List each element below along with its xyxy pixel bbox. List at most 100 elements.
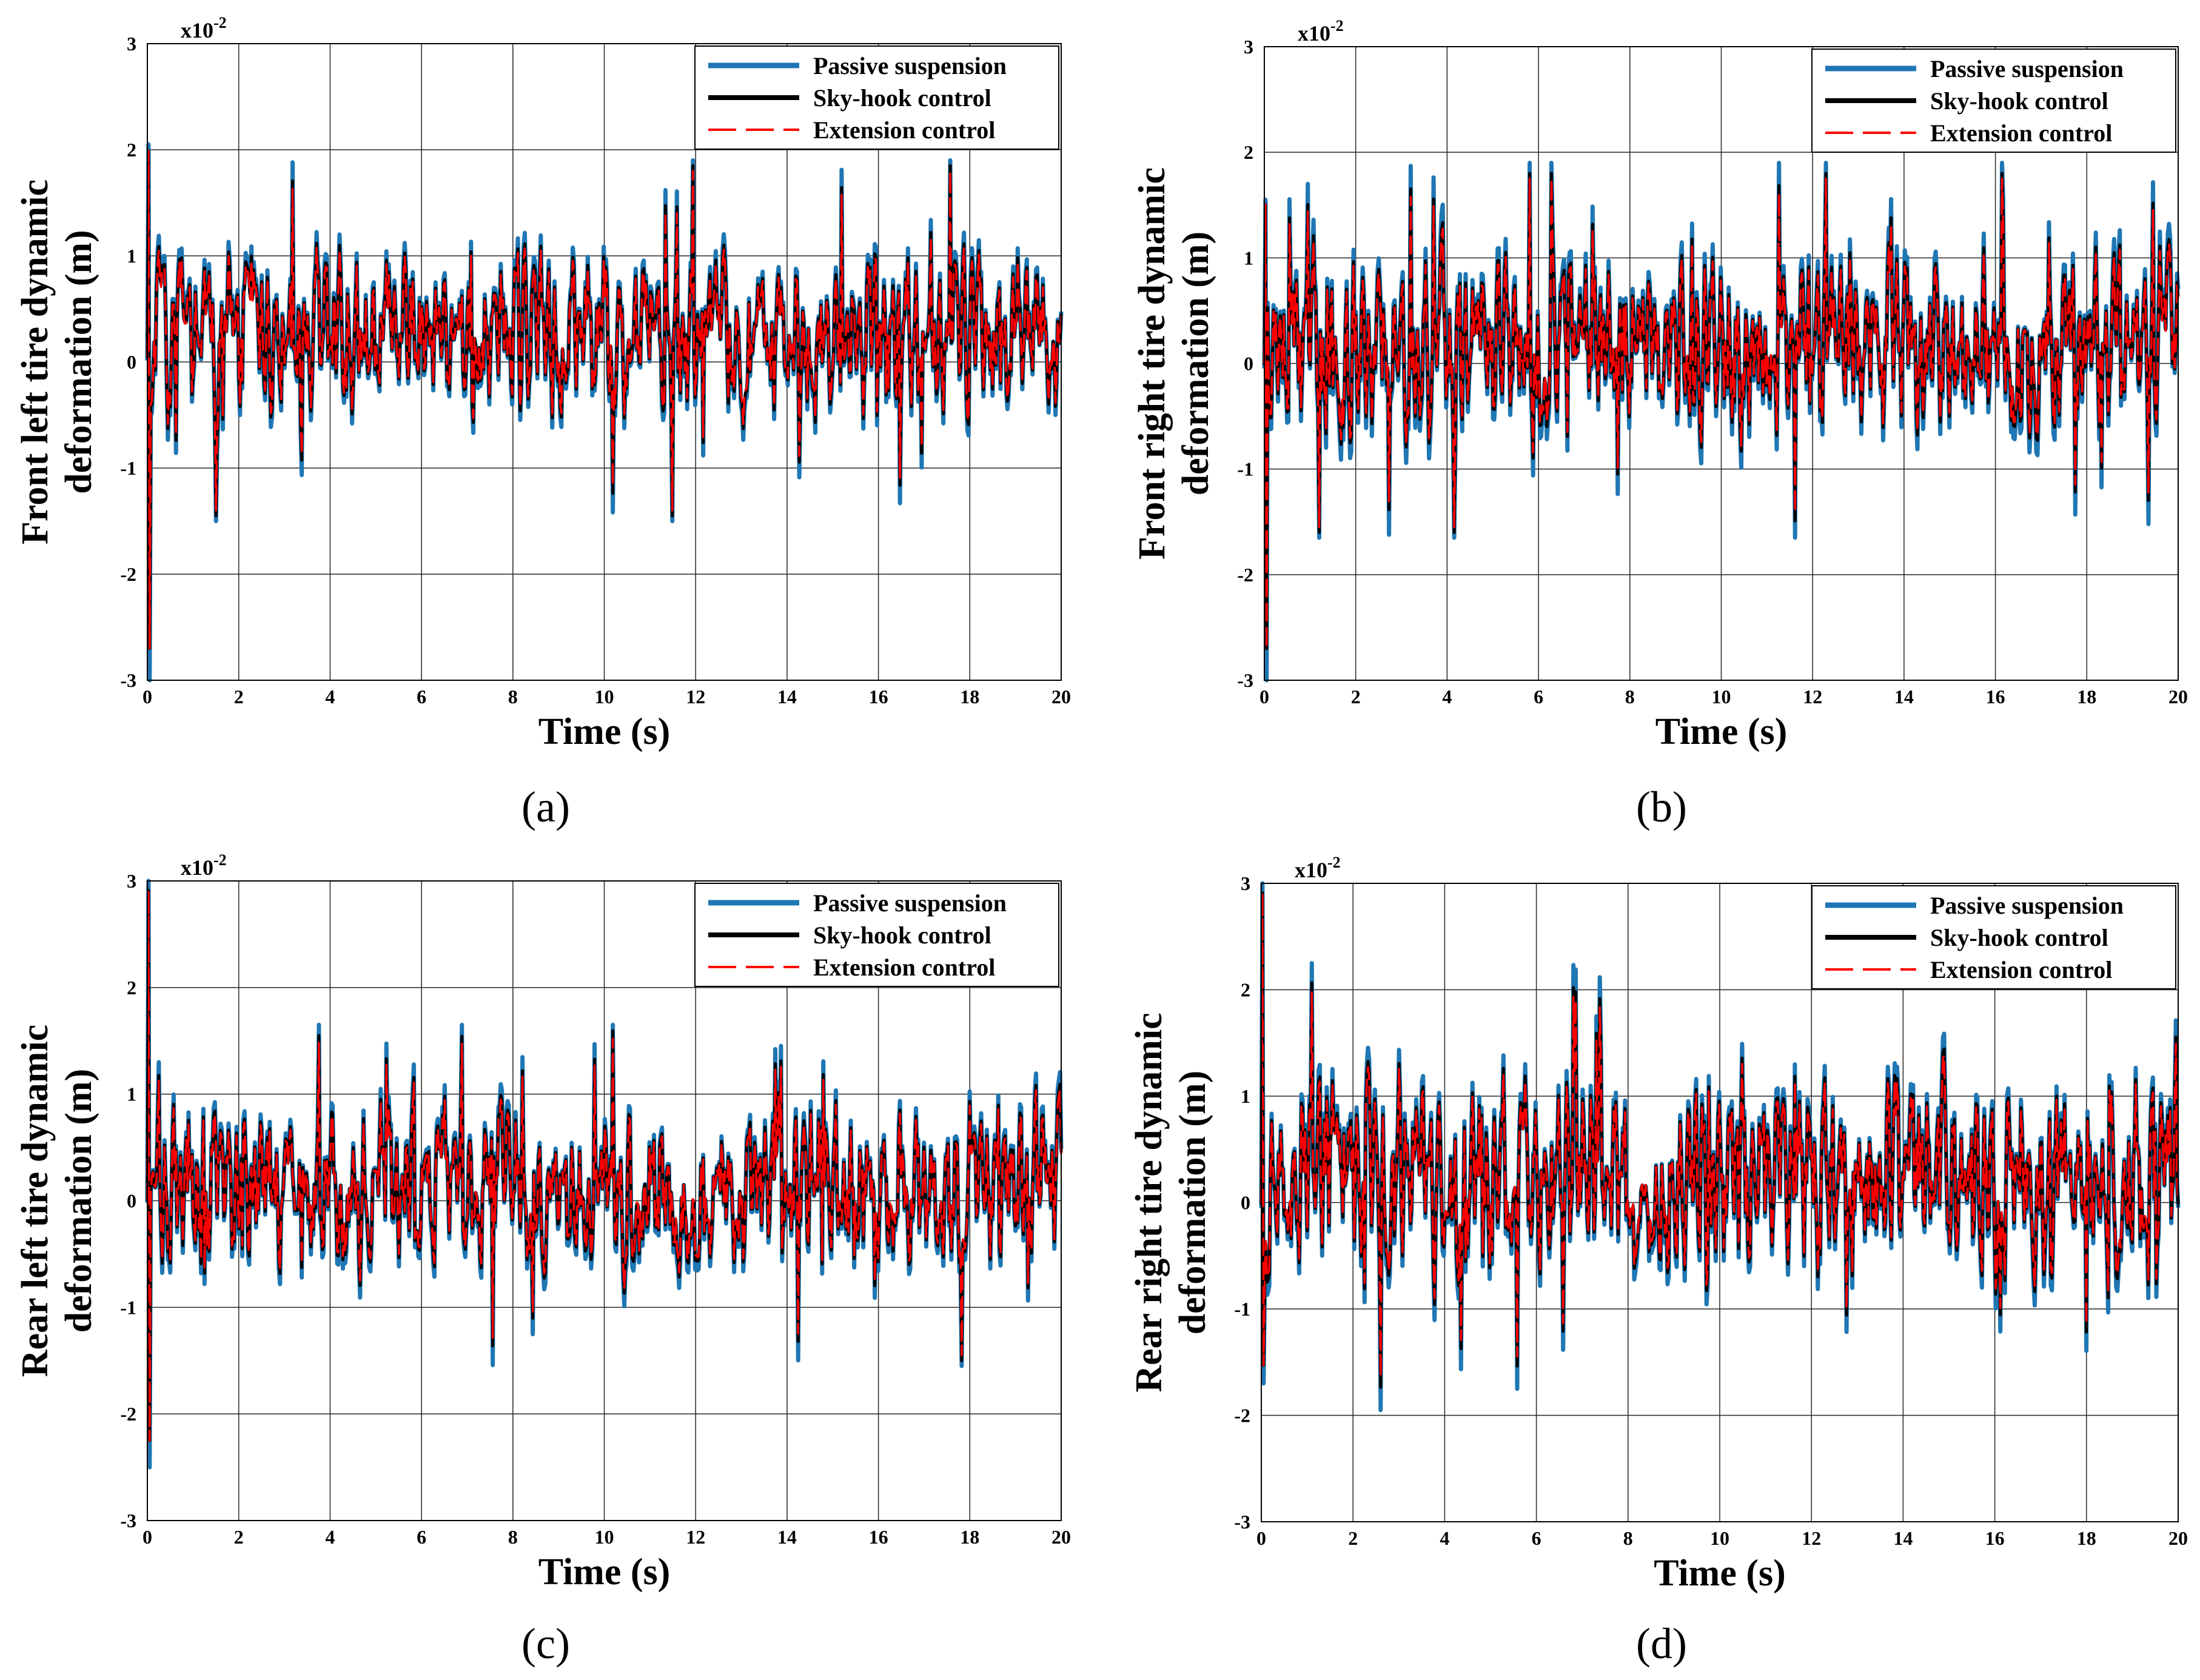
y-tick-label: -2: [1237, 564, 1253, 586]
y-axis-label-line1: Rear right tire dynamic: [1129, 1012, 1170, 1392]
x-tick-label: 8: [1625, 686, 1635, 708]
y-tick-label: -1: [1234, 1298, 1250, 1320]
panel-label: (a): [521, 783, 570, 831]
legend: Passive suspension Sky-hook control Extens…: [1811, 49, 2176, 153]
panel-label: (b): [1636, 783, 1687, 831]
x-tick-label: 18: [2077, 686, 2096, 708]
x-tick-label: 16: [1985, 1527, 2005, 1549]
x-tick-label: 14: [777, 686, 797, 708]
axis-scale-label: x10-2: [181, 14, 227, 42]
y-tick-label: -2: [1234, 1405, 1250, 1427]
y-axis-label-line2: deformation (m): [1175, 232, 1216, 496]
x-tick-label: 4: [1440, 1527, 1449, 1549]
y-tick-label: 3: [1244, 36, 1253, 58]
y-axis-label-line1: Front right tire dynamic: [1132, 167, 1173, 560]
x-axis-label: Time (s): [538, 711, 671, 752]
x-tick-label: 10: [595, 686, 614, 708]
y-tick-label: -2: [120, 1403, 136, 1425]
x-tick-label: 8: [1623, 1527, 1633, 1549]
y-tick-label: 0: [1244, 353, 1253, 375]
x-tick-label: 12: [686, 686, 705, 708]
series-line-extension: [146, 889, 1062, 1442]
y-tick-label: 1: [127, 245, 136, 267]
y-tick-label: 0: [1241, 1192, 1250, 1214]
y-axis-label-line2: deformation (m): [58, 1069, 99, 1333]
legend-label: Sky-hook control: [1930, 87, 2108, 115]
legend-label: Extension control: [1930, 956, 2112, 983]
y-tick-label: -3: [1237, 669, 1253, 691]
x-tick-label: 6: [1532, 1527, 1541, 1549]
y-tick-label: 2: [1241, 979, 1250, 1001]
x-tick-label: 4: [1442, 686, 1452, 708]
x-tick-label: 0: [1256, 1527, 1266, 1549]
x-tick-label: 10: [1712, 686, 1731, 708]
x-axis-label: Time (s): [1655, 711, 1788, 752]
x-tick-label: 16: [1986, 686, 2005, 708]
legend-label: Extension control: [813, 116, 995, 144]
axes-box: [1261, 883, 2179, 1522]
legend: Passive suspension Sky-hook control Extens…: [694, 883, 1059, 987]
x-tick-label: 0: [143, 686, 152, 708]
y-tick-label: 1: [1244, 247, 1253, 269]
x-tick-label: 12: [1802, 1527, 1821, 1549]
y-tick-label: -1: [120, 1296, 136, 1318]
y-tick-label: 1: [127, 1083, 136, 1105]
y-tick-label: 2: [1244, 141, 1253, 163]
x-tick-label: 8: [508, 686, 518, 708]
x-tick-label: 6: [417, 1526, 426, 1548]
y-tick-label: -2: [120, 563, 136, 585]
y-tick-label: 2: [127, 139, 136, 161]
series-line-extension: [146, 150, 1062, 650]
y-axis-label-line1: Front left tire dynamic: [15, 179, 56, 544]
series-group: [1259, 881, 2181, 1413]
y-tick-label: 3: [127, 33, 136, 55]
y-tick-label: 1: [1241, 1085, 1250, 1107]
y-tick-label: 0: [127, 1190, 136, 1212]
y-tick-label: -3: [120, 1510, 136, 1531]
x-tick-label: 8: [508, 1526, 518, 1548]
legend-label: Sky-hook control: [813, 922, 991, 949]
series-group: [1262, 161, 2181, 683]
legend-label: Extension control: [813, 954, 995, 981]
x-tick-label: 10: [1710, 1527, 1729, 1549]
y-axis-label-line2: deformation (m): [1172, 1071, 1213, 1335]
axis-scale-label: x10-2: [181, 851, 227, 880]
legend-label: Passive suspension: [1930, 55, 2124, 82]
x-tick-label: 20: [1051, 1526, 1071, 1548]
y-tick-label: -3: [1234, 1511, 1250, 1533]
x-tick-label: 0: [143, 1526, 152, 1548]
x-tick-label: 12: [686, 1526, 705, 1548]
legend-label: Passive suspension: [1930, 892, 2124, 919]
x-tick-label: 4: [325, 686, 335, 708]
y-tick-label: 3: [127, 870, 136, 892]
x-tick-label: 6: [1534, 686, 1543, 708]
legend: Passive suspension Sky-hook control Extens…: [694, 45, 1059, 150]
series-line-extension: [1263, 177, 2179, 650]
x-tick-label: 2: [234, 686, 244, 708]
y-tick-label: -1: [1237, 458, 1253, 480]
axis-scale-label: x10-2: [1298, 17, 1344, 45]
y-tick-label: -3: [120, 669, 136, 691]
y-axis-label-line1: Rear left tire dynamic: [15, 1025, 56, 1377]
legend-label: Sky-hook control: [813, 84, 991, 112]
axes-box: [147, 880, 1062, 1521]
x-tick-label: 18: [960, 1526, 979, 1548]
x-tick-label: 20: [1051, 686, 1071, 708]
panel-label: (d): [1636, 1619, 1687, 1668]
legend-label: Passive suspension: [813, 52, 1007, 79]
x-tick-label: 16: [869, 686, 888, 708]
y-tick-label: 3: [1241, 872, 1250, 894]
x-tick-label: 14: [1894, 686, 1914, 708]
legend-label: Passive suspension: [813, 889, 1007, 917]
series-line-extension: [1260, 892, 2179, 1378]
axis-scale-label: x10-2: [1295, 854, 1341, 882]
x-tick-label: 12: [1803, 686, 1822, 708]
x-tick-label: 18: [960, 686, 979, 708]
panel-label: (c): [521, 1619, 570, 1668]
y-tick-label: -1: [120, 457, 136, 479]
